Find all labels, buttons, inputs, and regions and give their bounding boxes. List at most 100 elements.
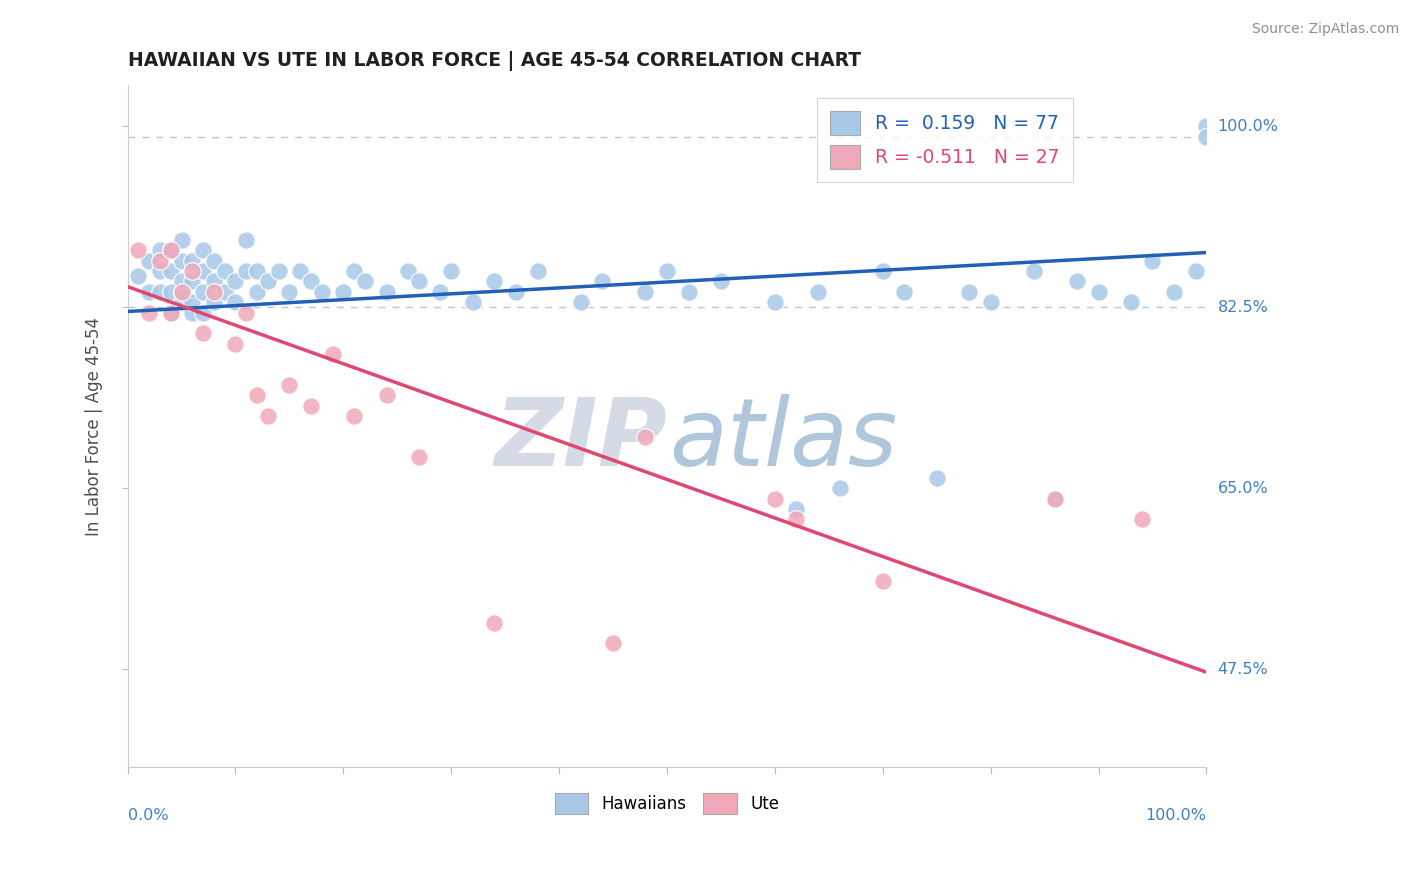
Point — [246, 285, 269, 299]
Point — [235, 233, 257, 247]
Point — [569, 295, 592, 310]
Point — [267, 264, 290, 278]
Point — [159, 305, 181, 319]
Point — [461, 295, 484, 310]
Point — [181, 305, 204, 319]
Point — [149, 285, 172, 299]
Point — [159, 244, 181, 258]
Point — [655, 264, 678, 278]
Point — [484, 615, 506, 630]
Point — [925, 471, 948, 485]
Point — [375, 285, 398, 299]
Point — [159, 244, 181, 258]
Point — [1045, 491, 1067, 506]
Point — [170, 285, 193, 299]
Point — [191, 285, 214, 299]
Point — [526, 264, 548, 278]
Point — [1195, 129, 1218, 144]
Point — [332, 285, 354, 299]
Text: 100.0%: 100.0% — [1218, 119, 1278, 134]
Point — [127, 269, 149, 284]
Point — [1022, 264, 1045, 278]
Point — [224, 275, 246, 289]
Point — [872, 264, 894, 278]
Point — [214, 285, 236, 299]
Point — [257, 409, 280, 423]
Point — [763, 295, 786, 310]
Point — [235, 305, 257, 319]
Text: atlas: atlas — [669, 394, 897, 485]
Point — [678, 285, 700, 299]
Point — [159, 285, 181, 299]
Point — [440, 264, 463, 278]
Point — [224, 336, 246, 351]
Point — [1142, 253, 1164, 268]
Point — [290, 264, 312, 278]
Point — [872, 574, 894, 589]
Point — [170, 295, 193, 310]
Point — [957, 285, 980, 299]
Point — [1119, 295, 1142, 310]
Point — [202, 275, 225, 289]
Point — [429, 285, 451, 299]
Point — [634, 285, 657, 299]
Point — [710, 275, 733, 289]
Point — [1195, 120, 1218, 134]
Point — [257, 275, 280, 289]
Point — [149, 264, 172, 278]
Point — [191, 326, 214, 341]
Point — [299, 399, 322, 413]
Point — [149, 253, 172, 268]
Point — [191, 244, 214, 258]
Point — [149, 244, 172, 258]
Point — [235, 264, 257, 278]
Point — [138, 253, 160, 268]
Point — [278, 377, 301, 392]
Point — [634, 429, 657, 443]
Point — [278, 285, 301, 299]
Point — [408, 275, 430, 289]
Point — [1087, 285, 1109, 299]
Point — [763, 491, 786, 506]
Point — [343, 264, 366, 278]
Point — [343, 409, 366, 423]
Point — [181, 253, 204, 268]
Point — [807, 285, 830, 299]
Text: 0.0%: 0.0% — [128, 808, 169, 823]
Point — [202, 295, 225, 310]
Point — [1130, 512, 1153, 526]
Point — [191, 264, 214, 278]
Point — [591, 275, 613, 289]
Point — [299, 275, 322, 289]
Point — [159, 305, 181, 319]
Point — [181, 295, 204, 310]
Text: Source: ZipAtlas.com: Source: ZipAtlas.com — [1251, 22, 1399, 37]
Point — [785, 512, 807, 526]
Text: ZIP: ZIP — [494, 394, 666, 486]
Point — [322, 347, 344, 361]
Point — [1163, 285, 1185, 299]
Point — [202, 253, 225, 268]
Point — [170, 233, 193, 247]
Y-axis label: In Labor Force | Age 45-54: In Labor Force | Age 45-54 — [86, 317, 103, 536]
Point — [1184, 264, 1206, 278]
Point — [127, 244, 149, 258]
Point — [181, 264, 204, 278]
Point — [354, 275, 377, 289]
Point — [138, 305, 160, 319]
Point — [785, 501, 807, 516]
Point — [170, 253, 193, 268]
Text: HAWAIIAN VS UTE IN LABOR FORCE | AGE 45-54 CORRELATION CHART: HAWAIIAN VS UTE IN LABOR FORCE | AGE 45-… — [128, 51, 860, 70]
Point — [246, 388, 269, 402]
Text: 82.5%: 82.5% — [1218, 300, 1268, 315]
Point — [828, 481, 851, 495]
Point — [214, 264, 236, 278]
Text: 47.5%: 47.5% — [1218, 662, 1268, 677]
Point — [1066, 275, 1088, 289]
Point — [1045, 491, 1067, 506]
Point — [408, 450, 430, 465]
Point — [602, 636, 624, 650]
Text: 65.0%: 65.0% — [1218, 481, 1268, 496]
Point — [396, 264, 419, 278]
Point — [484, 275, 506, 289]
